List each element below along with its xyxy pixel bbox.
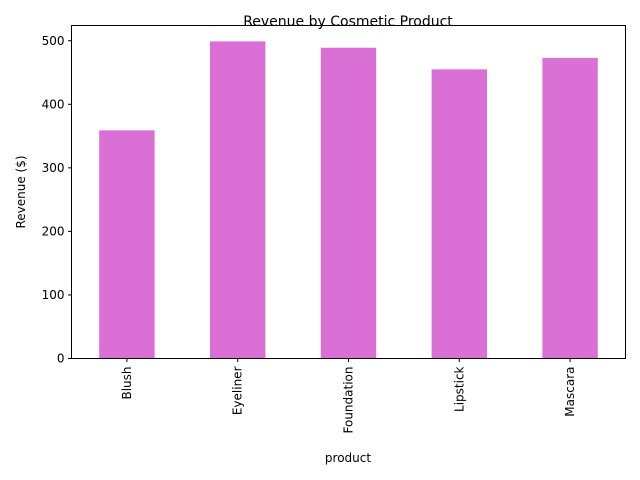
bar-foundation [320, 47, 377, 359]
bar-mascara [542, 57, 598, 359]
bar-eyeliner [210, 41, 266, 359]
bars-group [99, 41, 598, 359]
y-axis-title: Revenue ($) [14, 155, 28, 228]
bar-blush [99, 130, 155, 359]
x-axis-title: product [325, 451, 371, 465]
x-tick-label: Foundation [342, 367, 356, 434]
y-axis: 0 100 200 300 400 500 [42, 34, 72, 366]
y-tick-label: 400 [42, 97, 65, 111]
y-tick-label: 500 [42, 34, 65, 48]
y-tick-label: 200 [42, 224, 65, 238]
y-tick-label: 300 [42, 161, 65, 175]
plot-frame [71, 25, 626, 359]
x-tick-label: Mascara [563, 367, 577, 417]
y-tick-label: 100 [42, 288, 65, 302]
chart-title: Revenue by Cosmetic Product [243, 14, 453, 30]
y-tick-label: 0 [57, 352, 65, 366]
x-tick-label: Eyeliner [231, 366, 245, 415]
bar-lipstick [431, 69, 487, 359]
x-tick-label: Lipstick [452, 366, 466, 412]
x-axis: Blush Eyeliner Foundation Lipstick Mascara [120, 358, 577, 434]
x-tick-label: Blush [120, 367, 134, 400]
